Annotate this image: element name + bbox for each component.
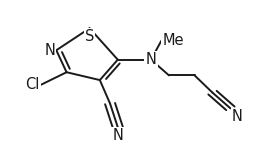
Text: N: N <box>232 109 242 124</box>
Text: N: N <box>146 52 156 67</box>
Text: Me: Me <box>163 33 184 48</box>
Text: S: S <box>85 29 94 44</box>
Text: N: N <box>44 43 55 58</box>
Text: Cl: Cl <box>25 77 40 92</box>
Text: N: N <box>112 128 123 143</box>
